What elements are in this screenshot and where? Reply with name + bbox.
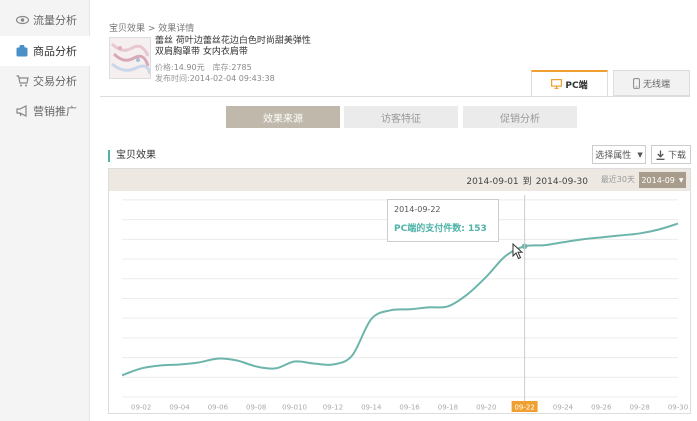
tooltip-date: 2014-09-22 <box>394 205 441 214</box>
product-title[interactable]: 蕾丝 荷叶边蕾丝花边白色时尚甜美弹性双肩胸罩带 女内衣肩带 <box>155 36 311 57</box>
x-tick-label: 09-02 <box>131 404 151 412</box>
chevron-down-icon: ▼ <box>637 150 643 159</box>
cart-icon <box>15 74 29 88</box>
select-attribute-dropdown[interactable]: 选择属性 ▼ <box>592 145 646 164</box>
download-button[interactable]: 下载 <box>651 145 691 164</box>
month-label: 2014-09 <box>641 175 675 185</box>
x-tick-label: 09-04 <box>169 404 190 412</box>
series-line <box>121 222 679 377</box>
price-value: 14.90元 <box>173 63 205 72</box>
segment-promo-analysis[interactable]: 促销分析 <box>463 106 577 128</box>
tooltip-label: PC端的支付件数: <box>394 224 465 234</box>
segment-effect-source[interactable]: 效果来源 <box>226 106 340 128</box>
x-tick-label: 09-30 <box>668 404 688 412</box>
highlighted-tick-bg <box>511 401 538 412</box>
product-thumbnail[interactable] <box>109 37 151 79</box>
product-publish: 发布时间:2014-02-04 09:43:38 <box>155 73 275 84</box>
date-to: 到 <box>522 177 532 187</box>
tab-mobile-label: 无线端 <box>642 79 670 90</box>
x-tick-label: 09-16 <box>399 404 420 412</box>
stock-label: 库存: <box>212 63 232 72</box>
sidebar-item-products[interactable]: 商品分析 <box>0 36 90 66</box>
chart-toolbar: 2014-09-01 到 2014-09-30 最近30天 2014-09 ▼ <box>109 169 690 191</box>
sidebar-item-traffic[interactable]: 流量分析 <box>0 5 90 35</box>
tooltip-number: 153 <box>467 224 487 234</box>
section-title: 宝贝效果 <box>108 150 156 162</box>
breadcrumb[interactable]: 宝贝效果 > 效果详情 <box>109 24 195 34</box>
tab-mobile[interactable]: 无线端 <box>613 70 690 96</box>
bag-icon <box>15 44 29 58</box>
date-range[interactable]: 2014-09-01 到 2014-09-30 <box>466 174 588 187</box>
sidebar-item-label: 商品分析 <box>33 45 77 58</box>
eye-icon <box>15 13 29 27</box>
x-tick-label: 09-22 <box>514 404 534 412</box>
mouse-pointer-icon <box>512 242 524 263</box>
stock-value: 2785 <box>231 63 252 72</box>
chevron-down-icon: ▼ <box>678 176 684 184</box>
x-tick-label: 09-18 <box>438 404 458 412</box>
chart-panel: 2014-09-01 到 2014-09-30 最近30天 2014-09 ▼ 09… <box>108 168 691 414</box>
x-tick-label: 09-08 <box>246 404 266 412</box>
x-tick-label: 09-24 <box>553 404 574 412</box>
chart-tooltip: 2014-09-22 PC端的支付件数: 153 <box>387 199 499 242</box>
x-tick-label: 09-28 <box>629 404 649 412</box>
x-tick-label: 09-010 <box>282 404 307 412</box>
x-tick-label: 09-20 <box>476 404 496 412</box>
tab-pc[interactable]: PC端 <box>531 70 608 96</box>
segment-visitor-traits[interactable]: 访客特征 <box>344 106 458 128</box>
x-tick-label: 09-06 <box>208 404 229 412</box>
sidebar-item-label: 流量分析 <box>33 14 77 27</box>
tooltip-value: PC端的支付件数: 153 <box>394 221 492 234</box>
select-attribute-label: 选择属性 <box>595 151 632 161</box>
tab-pc-label: PC端 <box>565 80 588 91</box>
x-tick-label: 09-12 <box>323 404 343 412</box>
date-start: 2014-09-01 <box>466 177 519 187</box>
sidebar-item-marketing[interactable]: 营销推广 <box>0 96 90 126</box>
recent-30-days-link[interactable]: 最近30天 <box>600 175 635 184</box>
megaphone-icon <box>15 104 29 118</box>
sidebar-item-label: 营销推广 <box>33 105 77 118</box>
monitor-icon <box>551 79 563 89</box>
publish-time: 2014-02-04 09:43:38 <box>189 74 275 83</box>
tab-divider <box>100 96 690 97</box>
x-tick-label: 09-26 <box>591 404 612 412</box>
phone-icon <box>633 77 640 89</box>
sidebar-item-label: 交易分析 <box>33 75 77 88</box>
month-dropdown[interactable]: 2014-09 ▼ <box>639 172 686 188</box>
price-label: 价格: <box>155 63 174 72</box>
date-end: 2014-09-30 <box>535 177 588 187</box>
publish-label: 发布时间: <box>155 74 190 83</box>
download-icon <box>656 150 665 160</box>
download-label: 下载 <box>667 151 686 161</box>
product-price-stock: 价格:14.90元 库存:2785 <box>155 62 252 73</box>
sidebar-item-trade[interactable]: 交易分析 <box>0 66 90 96</box>
x-tick-label: 09-14 <box>361 404 382 412</box>
sidebar: 流量分析 商品分析 交易分析 营销推广 <box>0 0 90 421</box>
